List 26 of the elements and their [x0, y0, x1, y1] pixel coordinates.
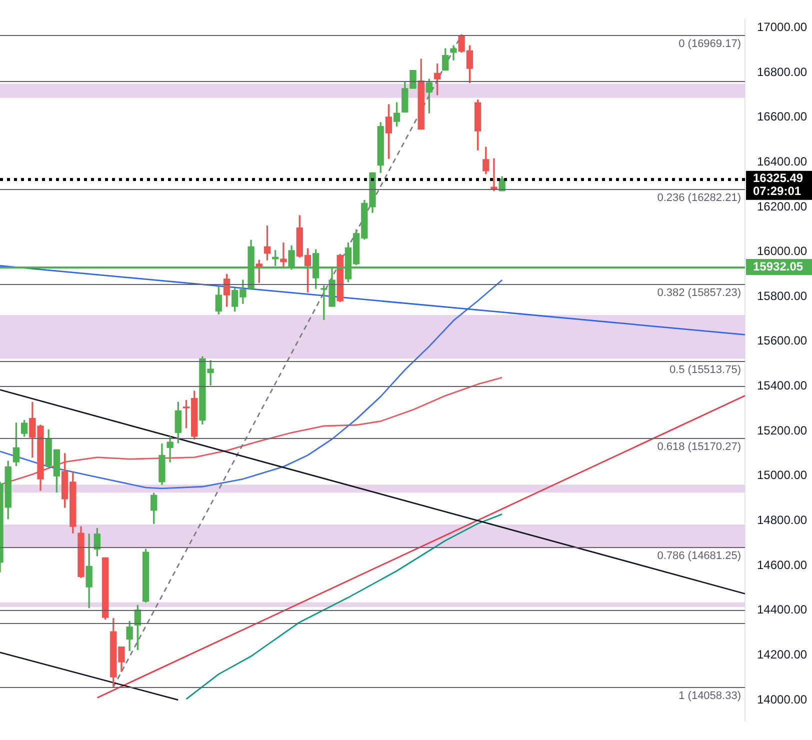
y-tick-label: 17000.00 — [757, 20, 808, 34]
y-tick-label: 16000.00 — [757, 244, 808, 258]
ref-line-label: 0.618 (15170.27) — [657, 441, 741, 454]
y-tick-label: 15200.00 — [757, 423, 808, 438]
ref-line-label: 0.382 (15857.23) — [657, 287, 741, 300]
ref-line-label: 15932.05 — [753, 259, 804, 274]
ref-line-label: 0.236 (16282.21) — [657, 192, 741, 204]
y-tick-label: 16200.00 — [757, 199, 808, 214]
y-tick-label: 14800.00 — [757, 513, 808, 528]
y-tick-label: 15000.00 — [757, 468, 808, 482]
y-tick-label: 15800.00 — [757, 288, 808, 303]
text: 07:29:01 — [753, 184, 802, 198]
ref-line-label: 1 (14058.33) — [678, 690, 741, 702]
ref-line-label: 16325.49 — [753, 171, 804, 186]
y-tick-label: 16400.00 — [757, 154, 808, 168]
y-tick-label: 16600.00 — [757, 110, 808, 124]
y-tick-label: 15400.00 — [757, 378, 808, 393]
ref-line-label: 0 (16969.17) — [678, 38, 741, 50]
y-tick-label: 14200.00 — [757, 647, 808, 662]
ref-line-label: 0.5 (15513.75) — [669, 364, 741, 376]
y-tick-label: 14000.00 — [757, 692, 808, 706]
ref-line-label: 0.786 (14681.25) — [657, 550, 741, 562]
y-tick-label: 15600.00 — [757, 334, 808, 348]
y-tick-label: 14400.00 — [757, 602, 808, 617]
y-tick-label: 14600.00 — [757, 558, 808, 572]
y-tick-label: 16800.00 — [757, 64, 808, 79]
